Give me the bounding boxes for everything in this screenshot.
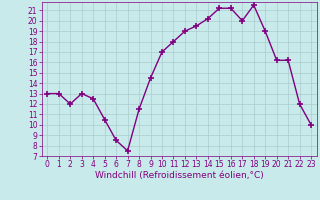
X-axis label: Windchill (Refroidissement éolien,°C): Windchill (Refroidissement éolien,°C) (95, 171, 264, 180)
